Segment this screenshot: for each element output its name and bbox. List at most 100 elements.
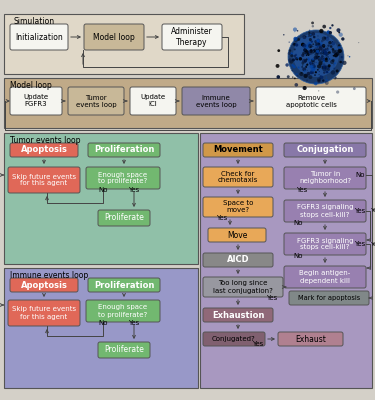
Circle shape xyxy=(332,41,333,42)
Circle shape xyxy=(353,87,356,90)
Circle shape xyxy=(324,52,327,54)
Circle shape xyxy=(276,75,280,79)
Text: Yes: Yes xyxy=(354,241,366,247)
Circle shape xyxy=(331,40,332,41)
Circle shape xyxy=(320,58,322,59)
Circle shape xyxy=(320,46,322,48)
Circle shape xyxy=(313,36,315,38)
Text: Space to
move?: Space to move? xyxy=(223,200,253,214)
Circle shape xyxy=(305,53,307,55)
Circle shape xyxy=(333,55,334,57)
Circle shape xyxy=(308,51,310,53)
Circle shape xyxy=(312,71,314,74)
Circle shape xyxy=(303,48,307,52)
Circle shape xyxy=(316,57,318,58)
Circle shape xyxy=(304,70,306,72)
Text: Enough space
to proliferate?: Enough space to proliferate? xyxy=(98,172,148,184)
Circle shape xyxy=(285,63,289,67)
Text: No: No xyxy=(98,187,108,193)
Circle shape xyxy=(332,59,334,62)
Circle shape xyxy=(325,48,327,50)
Circle shape xyxy=(316,56,320,60)
Text: Yes: Yes xyxy=(371,242,375,246)
Text: Conjugated?: Conjugated? xyxy=(212,336,256,342)
Circle shape xyxy=(303,86,307,90)
FancyBboxPatch shape xyxy=(203,167,273,187)
Circle shape xyxy=(309,49,313,53)
Circle shape xyxy=(309,50,311,52)
Text: Administer
Therapy: Administer Therapy xyxy=(171,27,213,47)
Circle shape xyxy=(304,52,306,54)
Circle shape xyxy=(292,58,295,62)
Circle shape xyxy=(316,42,320,46)
Circle shape xyxy=(314,51,315,53)
Circle shape xyxy=(312,58,314,60)
FancyBboxPatch shape xyxy=(203,308,273,322)
Circle shape xyxy=(294,48,296,50)
Circle shape xyxy=(320,75,323,79)
FancyBboxPatch shape xyxy=(88,278,160,292)
Circle shape xyxy=(318,46,322,50)
Circle shape xyxy=(327,48,328,49)
FancyBboxPatch shape xyxy=(289,291,369,305)
Circle shape xyxy=(322,25,326,28)
Circle shape xyxy=(311,46,313,47)
Circle shape xyxy=(327,49,329,51)
FancyBboxPatch shape xyxy=(284,200,366,222)
FancyBboxPatch shape xyxy=(8,167,80,193)
Circle shape xyxy=(322,44,326,48)
Circle shape xyxy=(313,49,315,52)
Circle shape xyxy=(330,60,334,64)
Circle shape xyxy=(318,90,319,91)
Circle shape xyxy=(315,42,316,44)
Circle shape xyxy=(302,60,304,62)
Circle shape xyxy=(319,29,324,33)
Circle shape xyxy=(295,57,298,60)
Circle shape xyxy=(358,42,359,43)
Circle shape xyxy=(314,65,316,67)
Circle shape xyxy=(310,49,313,52)
Circle shape xyxy=(316,45,317,46)
Text: Move: Move xyxy=(227,230,247,240)
Circle shape xyxy=(318,61,322,65)
Text: Movement: Movement xyxy=(213,146,263,154)
Text: Yes: Yes xyxy=(296,187,307,193)
Circle shape xyxy=(314,50,316,53)
Circle shape xyxy=(293,43,296,46)
FancyBboxPatch shape xyxy=(284,167,366,189)
Circle shape xyxy=(276,64,279,68)
Circle shape xyxy=(325,81,329,85)
Circle shape xyxy=(312,63,315,66)
Circle shape xyxy=(326,55,327,56)
Text: FGFR3 signaling
stops cell-kill?: FGFR3 signaling stops cell-kill? xyxy=(297,238,353,250)
Circle shape xyxy=(308,42,312,46)
Circle shape xyxy=(334,53,338,57)
FancyBboxPatch shape xyxy=(8,300,80,326)
Text: Exhaust: Exhaust xyxy=(296,334,326,344)
FancyBboxPatch shape xyxy=(10,24,68,50)
Circle shape xyxy=(325,58,328,62)
Circle shape xyxy=(327,44,330,47)
Circle shape xyxy=(325,58,328,60)
Circle shape xyxy=(311,22,314,24)
Text: Too long since
last conjugation?: Too long since last conjugation? xyxy=(213,280,273,294)
Circle shape xyxy=(305,45,309,49)
Circle shape xyxy=(309,40,311,42)
Text: Conjugation: Conjugation xyxy=(296,146,354,154)
Circle shape xyxy=(302,44,306,48)
Circle shape xyxy=(302,59,306,63)
Circle shape xyxy=(321,67,323,69)
Circle shape xyxy=(333,68,335,69)
Circle shape xyxy=(335,56,336,57)
Circle shape xyxy=(308,32,312,37)
Circle shape xyxy=(310,46,311,48)
Circle shape xyxy=(306,80,308,81)
Circle shape xyxy=(292,76,294,78)
Circle shape xyxy=(319,44,322,48)
Circle shape xyxy=(305,36,306,37)
Text: Exhaustion: Exhaustion xyxy=(212,310,264,320)
FancyBboxPatch shape xyxy=(284,143,366,157)
Circle shape xyxy=(317,69,319,71)
Circle shape xyxy=(313,66,315,68)
Bar xyxy=(4,133,198,264)
